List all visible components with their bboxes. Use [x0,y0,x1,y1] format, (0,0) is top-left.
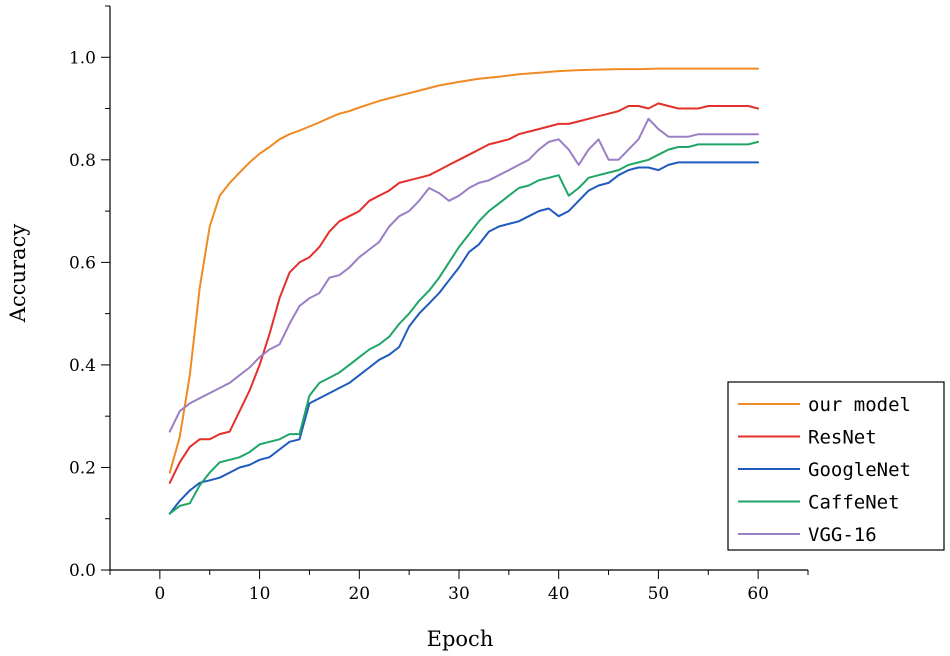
series-line-caffenet [168,140,760,515]
legend-label-our-model: our model [808,394,911,416]
y-tick-label: 0.8 [69,151,96,171]
series-line-resnet [168,102,760,484]
legend-box [727,381,945,551]
series-line-googlenet [168,161,760,515]
legend-label-caffenet: CaffeNet [808,492,900,514]
x-tick-label: 60 [747,584,769,604]
x-tick-label: 50 [648,584,670,604]
legend-label-resnet: ResNet [808,427,877,449]
x-tick-label: 20 [348,584,370,604]
y-tick-label: 0.4 [69,356,96,376]
legend-label-googlenet: GoogleNet [808,459,911,481]
y-tick-label: 0.2 [69,458,96,478]
x-tick-label: 30 [448,584,470,604]
x-tick-label: 40 [548,584,570,604]
legend: our model ResNet GoogleNet CaffeNet VGG-16 [727,381,945,551]
y-axis-title: Accuracy [6,224,30,324]
x-tick-label: 10 [249,584,271,604]
y-tick-label: 1.0 [69,48,96,68]
x-axis-title: Epoch [427,627,494,651]
legend-label-vgg-16: VGG-16 [808,524,877,546]
y-tick-label: 0.0 [69,561,96,581]
series-layer [168,67,760,515]
axes: 0 10 20 30 40 50 60 0.0 0.2 0.4 0.6 0.8 1.0 [69,5,809,604]
series-line-vgg-16 [168,117,760,433]
series-line-our-model [168,67,760,474]
y-tick-label: 0.6 [69,253,96,273]
x-tick-label: 0 [154,584,165,604]
